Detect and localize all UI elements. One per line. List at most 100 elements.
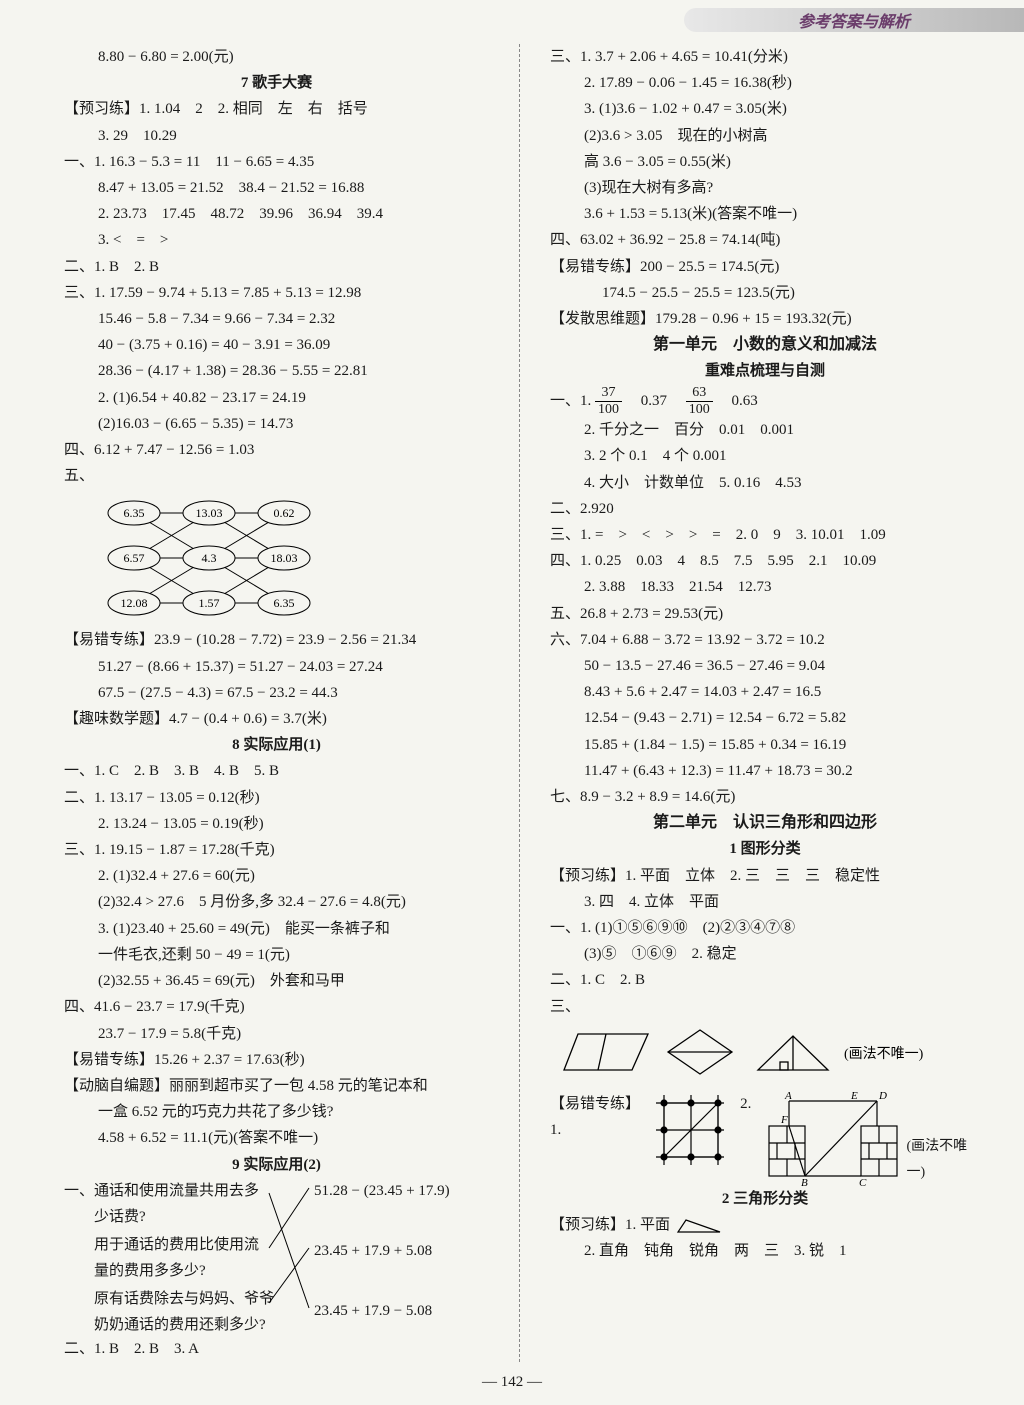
text-line: 8.47 + 13.05 = 21.52 38.4 − 21.52 = 16.8… [64, 175, 489, 201]
svg-text:D: D [878, 1091, 887, 1102]
text-line: 三、1. 19.15 − 1.87 = 17.28(千克) [64, 837, 489, 863]
circled-line-2: (3)⑤ ①⑥⑨ 2. 稳定 [550, 941, 980, 967]
t: 一、1. [550, 393, 595, 409]
t: 【预习练】1. 平面 [550, 1217, 670, 1233]
label: 【易错专练】1. [550, 1091, 644, 1143]
match-left: 用于通话的费用比使用流 [94, 1232, 274, 1258]
text-line: 二、2.920 [550, 496, 980, 522]
svg-text:6.35: 6.35 [274, 596, 295, 610]
text-line: 【趣味数学题】4.7 − (0.4 + 0.6) = 3.7(米) [64, 706, 489, 732]
text-line: 【易错专练】15.26 + 2.37 = 17.63(秒) [64, 1047, 489, 1073]
note: (画法不唯一) [906, 1134, 980, 1186]
text-line: 【易错专练】23.9 − (10.28 − 7.72) = 23.9 − 2.5… [64, 627, 489, 653]
text-line: 二、1. 13.17 − 13.05 = 0.12(秒) [64, 785, 489, 811]
section-heading: 2 三角形分类 [550, 1186, 980, 1212]
text-line: (3)现在大树有多高? [550, 175, 980, 201]
section-heading: 8 实际应用(1) [64, 732, 489, 758]
text-line: 【预习练】1. 1.04 2 2. 相同 左 右 括号 [64, 96, 489, 122]
match-left: 量的费用多多少? [94, 1258, 206, 1284]
left-column: 8.80 − 6.80 = 2.00(元) 7 歌手大赛 【预习练】1. 1.0… [64, 44, 489, 1362]
text-line: 50 − 13.5 − 27.46 = 36.5 − 27.46 = 9.04 [550, 653, 980, 679]
label: 2. [740, 1091, 751, 1117]
svg-text:18.03: 18.03 [271, 551, 298, 565]
text-line: 3. (1)23.40 + 25.60 = 49(元) 能买一条裤子和 [64, 916, 489, 942]
text-line: 8.43 + 5.6 + 2.47 = 14.03 + 2.47 = 16.5 [550, 679, 980, 705]
t: 0.37 [626, 393, 682, 409]
text-line: 3. 四 4. 立体 平面 [550, 889, 980, 915]
text-line: 【动脑自编题】丽丽到超市买了一包 4.58 元的笔记本和 [64, 1073, 489, 1099]
match-right: 23.45 + 17.9 − 5.08 [314, 1298, 432, 1324]
text-line: (2)32.55 + 36.45 = 69(元) 外套和马甲 [64, 968, 489, 994]
text-line: 15.46 − 5.8 − 7.34 = 9.66 − 7.34 = 2.32 [64, 306, 489, 332]
text-line: 一、1. 16.3 − 5.3 = 11 11 − 6.65 = 4.35 [64, 149, 489, 175]
page-number: — 142 — [0, 1374, 1024, 1391]
fraction: 63100 [686, 385, 713, 417]
circled-line-1: 一、1. (1)①⑤⑥⑨⑩ (2)②③④⑦⑧ [550, 915, 980, 941]
matching-diagram: 一、通话和使用流量共用去多 少话费? 用于通话的费用比使用流 量的费用多多少? … [64, 1178, 489, 1336]
section-heading: 重难点梳理与自测 [550, 358, 980, 384]
svg-text:F: F [780, 1114, 788, 1126]
small-triangle-icon [674, 1216, 724, 1236]
svg-text:6.35: 6.35 [124, 506, 145, 520]
header-strip: 参考答案与解析 [684, 8, 1024, 32]
text-line: 15.85 + (1.84 − 1.5) = 15.85 + 0.34 = 16… [550, 732, 980, 758]
text-line: 【预习练】1. 平面 立体 2. 三 三 三 稳定性 [550, 863, 980, 889]
text-line: 2. 直角 钝角 锐角 两 三 3. 锐 1 [550, 1238, 980, 1264]
text-line: 四、1. 0.25 0.03 4 8.5 7.5 5.95 2.1 10.09 [550, 548, 980, 574]
text-line: 一、1. 37100 0.37 63100 0.63 [550, 385, 980, 417]
text-line: 174.5 − 25.5 − 25.5 = 123.5(元) [550, 280, 980, 306]
svg-text:13.03: 13.03 [196, 506, 223, 520]
text-line: 四、6.12 + 7.47 − 12.56 = 1.03 [64, 437, 489, 463]
unit-title: 第一单元 小数的意义和加减法 [550, 332, 980, 358]
text-line: 23.7 − 17.9 = 5.8(千克) [64, 1021, 489, 1047]
den: 100 [686, 402, 713, 417]
num: 37 [595, 385, 622, 401]
text-line: 67.5 − (27.5 − 4.3) = 67.5 − 23.2 = 44.3 [64, 680, 489, 706]
header-title: 参考答案与解析 [798, 8, 910, 32]
text-line: 2. (1)6.54 + 40.82 − 23.17 = 24.19 [64, 385, 489, 411]
text-line: 三、1. = > < > > = 2. 0 9 3. 10.01 1.09 [550, 522, 980, 548]
text-line: 五、 [64, 463, 489, 489]
den: 100 [595, 402, 622, 417]
section-heading: 1 图形分类 [550, 836, 980, 862]
text-line: 三、 [550, 994, 980, 1020]
text-line: 28.36 − (4.17 + 1.38) = 28.36 − 5.55 = 2… [64, 358, 489, 384]
match-right: 23.45 + 17.9 + 5.08 [314, 1238, 432, 1264]
text-line: 【发散思维题】179.28 − 0.96 + 15 = 193.32(元) [550, 306, 980, 332]
svg-text:A: A [784, 1091, 792, 1102]
text-line: 4. 大小 计数单位 5. 0.16 4.53 [550, 470, 980, 496]
section-heading: 9 实际应用(2) [64, 1152, 489, 1178]
text-line: 六、7.04 + 6.88 − 3.72 = 13.92 − 3.72 = 10… [550, 627, 980, 653]
svg-text:E: E [850, 1091, 858, 1102]
text-line: 2. 3.88 18.33 21.54 12.73 [550, 574, 980, 600]
text-line: 3.6 + 1.53 = 5.13(米)(答案不唯一) [550, 201, 980, 227]
content-area: 8.80 − 6.80 = 2.00(元) 7 歌手大赛 【预习练】1. 1.0… [64, 44, 980, 1362]
text-line: (2)3.6 > 3.05 现在的小树高 [550, 123, 980, 149]
right-column: 三、1. 3.7 + 2.06 + 4.65 = 10.41(分米) 2. 17… [550, 44, 980, 1362]
svg-text:4.3: 4.3 [202, 551, 217, 565]
text-line: 一、1. C 2. B 3. B 4. B 5. B [64, 758, 489, 784]
column-divider [519, 44, 520, 1362]
text-line: 2. 17.89 − 0.06 − 1.45 = 16.38(秒) [550, 70, 980, 96]
text-line: 8.80 − 6.80 = 2.00(元) [64, 44, 489, 70]
text-line: 二、1. C 2. B [550, 967, 980, 993]
text-line: 3. < = > [64, 227, 489, 253]
match-left: 一、通话和使用流量共用去多 [64, 1178, 259, 1204]
t: 0.63 [717, 393, 758, 409]
match-right: 51.28 − (23.45 + 17.9) [314, 1178, 450, 1204]
svg-text:12.08: 12.08 [121, 596, 148, 610]
svg-text:B: B [801, 1177, 808, 1186]
grid-square-svg [652, 1091, 724, 1169]
num: 63 [686, 385, 713, 401]
text-line: 七、8.9 − 3.2 + 8.9 = 14.6(元) [550, 784, 980, 810]
text-line: 2. 千分之一 百分 0.01 0.001 [550, 417, 980, 443]
text-line: 一盒 6.52 元的巧克力共花了多少钱? [64, 1099, 489, 1125]
text-line: (2)32.4 > 27.6 5 月份多,多 32.4 − 27.6 = 4.8… [64, 889, 489, 915]
text-line: 51.27 − (8.66 + 15.37) = 51.27 − 24.03 =… [64, 654, 489, 680]
text-line: 2. 23.73 17.45 48.72 39.96 36.94 39.4 [64, 201, 489, 227]
svg-text:0.62: 0.62 [274, 506, 295, 520]
text-line: 12.54 − (9.43 − 2.71) = 12.54 − 6.72 = 5… [550, 705, 980, 731]
text-line: 2. 13.24 − 13.05 = 0.19(秒) [64, 811, 489, 837]
node-graph-svg: 6.3513.030.626.574.318.0312.081.576.35 [94, 493, 324, 623]
shapes-row-diagram: (画法不唯一) [560, 1022, 980, 1089]
